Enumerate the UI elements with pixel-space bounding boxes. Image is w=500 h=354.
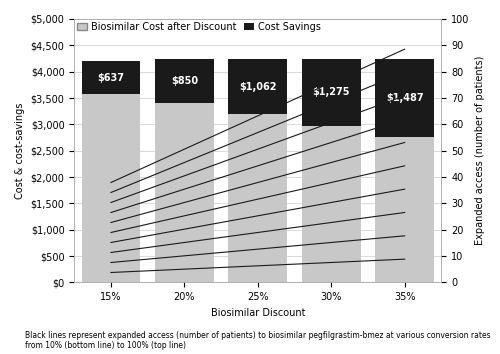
Bar — [376, 137, 434, 282]
Bar — [82, 95, 140, 282]
Bar — [302, 126, 360, 282]
Text: $850: $850 — [171, 76, 198, 86]
Bar — [376, 58, 434, 137]
X-axis label: Biosimilar Discount: Biosimilar Discount — [210, 308, 305, 318]
Text: $1,275: $1,275 — [312, 87, 350, 97]
Bar — [228, 58, 287, 114]
Bar — [302, 58, 360, 126]
Y-axis label: Cost & cost-savings: Cost & cost-savings — [15, 103, 25, 199]
Text: Black lines represent expanded access (number of patients) to biosimilar pegfilg: Black lines represent expanded access (n… — [25, 331, 490, 350]
Bar — [228, 114, 287, 282]
Text: $637: $637 — [98, 73, 124, 82]
Text: $1,062: $1,062 — [239, 81, 277, 91]
Bar — [155, 58, 214, 103]
Bar — [155, 103, 214, 282]
Text: $1,487: $1,487 — [386, 93, 424, 103]
Y-axis label: Expanded access (number of patients): Expanded access (number of patients) — [475, 56, 485, 245]
Bar — [82, 61, 140, 95]
Legend: Biosimilar Cost after Discount, Cost Savings: Biosimilar Cost after Discount, Cost Sav… — [77, 22, 320, 32]
